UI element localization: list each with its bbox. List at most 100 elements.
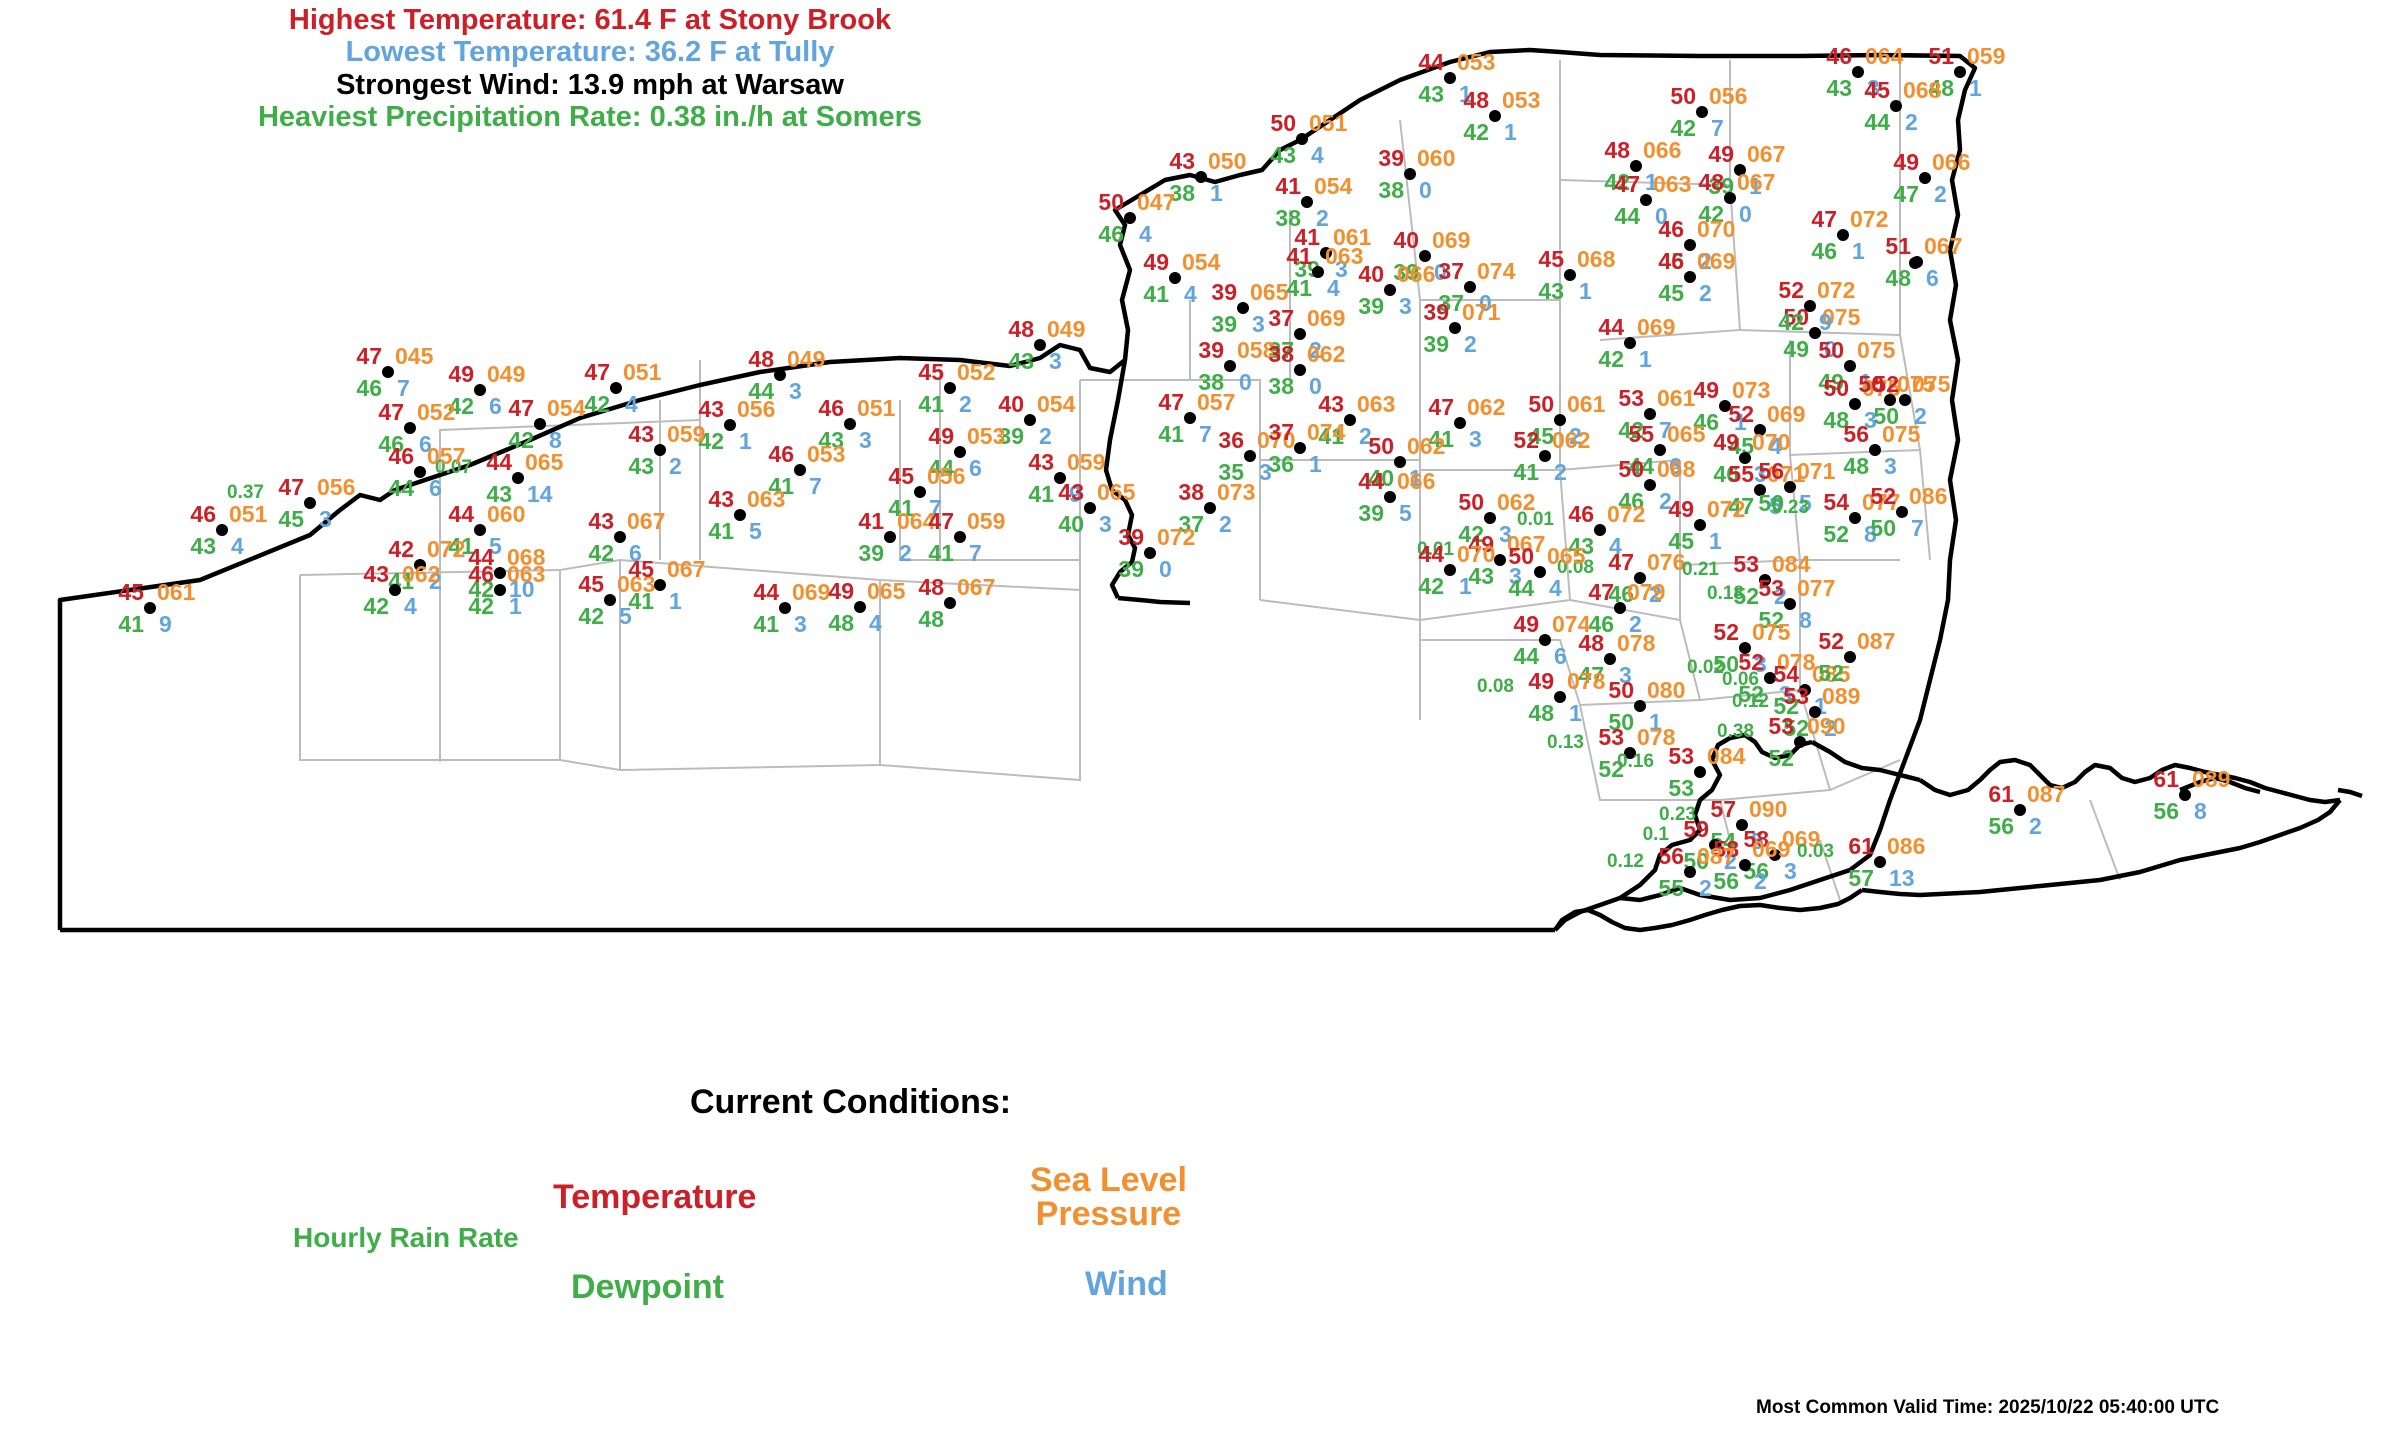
station-dot-icon xyxy=(1909,257,1921,269)
station-dot-icon xyxy=(1644,408,1656,420)
station-wind: 7 xyxy=(1711,115,1724,141)
station-rain-rate: 0.37 xyxy=(227,482,264,503)
station-wind: 1 xyxy=(669,588,682,614)
station-dot-icon xyxy=(414,466,426,478)
station-temperature: 50 xyxy=(1368,433,1394,459)
station-dot-icon xyxy=(2179,789,2191,801)
station-dewpoint: 41 xyxy=(888,495,914,521)
station-wind: 2 xyxy=(429,568,442,594)
station-wind: 3 xyxy=(1099,511,1112,537)
station-wind: 6 xyxy=(969,455,982,481)
station-pressure: 070 xyxy=(1697,216,1736,242)
station-pressure: 090 xyxy=(1807,713,1846,739)
station-wind: 3 xyxy=(794,611,807,637)
station-wind: 1 xyxy=(1569,700,1582,726)
station-dewpoint: 46 xyxy=(1618,488,1644,514)
station-pressure: 072 xyxy=(427,536,466,562)
station-dot-icon xyxy=(1444,564,1456,576)
station-rain-rate: 0.06 xyxy=(1722,669,1759,690)
station-dewpoint: 52 xyxy=(1818,660,1844,686)
station-dot-icon xyxy=(1124,212,1136,224)
station-rain-rate: 0.03 xyxy=(1797,841,1834,862)
station-dot-icon xyxy=(1237,302,1249,314)
station-dewpoint: 43 xyxy=(1418,81,1444,107)
station-pressure: 069 xyxy=(1432,227,1471,253)
station-temperature: 44 xyxy=(1418,49,1444,75)
station-pressure: 069 xyxy=(1752,836,1791,862)
station-pressure: 072 xyxy=(1607,501,1646,527)
station-rain-rate: 0.38 xyxy=(1717,721,1754,742)
station-pressure: 057 xyxy=(427,443,466,469)
station-temperature: 39 xyxy=(1198,337,1224,363)
station-temperature: 44 xyxy=(486,449,512,475)
station-wind: 8 xyxy=(549,427,562,453)
station-dewpoint: 53 xyxy=(1668,775,1694,801)
station-temperature: 48 xyxy=(1008,316,1034,342)
station-temperature: 50 xyxy=(1818,337,1844,363)
station-dewpoint: 52 xyxy=(1733,583,1759,609)
station-temperature: 45 xyxy=(118,579,144,605)
station-pressure: 067 xyxy=(1924,233,1963,259)
station-wind: 2 xyxy=(1699,248,1712,274)
station-pressure: 078 xyxy=(1637,724,1676,750)
station-dot-icon xyxy=(1696,106,1708,118)
station-dewpoint: 45 xyxy=(1668,528,1694,554)
station-dewpoint: 45 xyxy=(1728,433,1754,459)
station-dewpoint: 42 xyxy=(1618,417,1644,443)
station-dot-icon xyxy=(1724,192,1736,204)
summary-header: Highest Temperature: 61.4 F at Stony Bro… xyxy=(0,4,1180,134)
station-temperature: 46 xyxy=(1826,43,1852,69)
station-temperature: 53 xyxy=(1618,385,1644,411)
station-pressure: 075 xyxy=(1897,371,1936,397)
station-wind: 0 xyxy=(1824,336,1837,362)
station-dot-icon xyxy=(1384,284,1396,296)
station-pressure: 052 xyxy=(417,399,456,425)
station-wind: 7 xyxy=(809,473,822,499)
station-dot-icon xyxy=(604,594,616,606)
station-temperature: 44 xyxy=(468,544,494,570)
station-pressure: 068 xyxy=(507,544,546,570)
station-dot-icon xyxy=(1684,271,1696,283)
station-wind: 3 xyxy=(859,427,872,453)
station-wind: 4 xyxy=(1769,433,1782,459)
station-dewpoint: 42 xyxy=(448,393,474,419)
station-wind: 8 xyxy=(1799,607,1812,633)
station-dot-icon xyxy=(1634,700,1646,712)
station-dewpoint: 39 xyxy=(998,423,1024,449)
station-pressure: 087 xyxy=(1857,628,1896,654)
station-pressure: 068 xyxy=(1903,77,1942,103)
station-wind: 6 xyxy=(629,540,642,566)
station-dot-icon xyxy=(1034,339,1046,351)
station-wind: 1 xyxy=(1504,119,1517,145)
station-pressure: 062 xyxy=(1307,341,1346,367)
station-pressure: 072 xyxy=(1817,277,1856,303)
station-dot-icon xyxy=(1454,417,1466,429)
legend-slp-line1: Sea Level xyxy=(1030,1161,1187,1199)
valid-time-label: Most Common Valid Time: 2025/10/22 05:40… xyxy=(1756,1397,2220,1418)
station-dot-icon xyxy=(1320,247,1332,259)
station-temperature: 52 xyxy=(1873,371,1899,397)
station-temperature: 52 xyxy=(1513,427,1539,453)
station-dewpoint: 46 xyxy=(1713,461,1739,487)
station-dot-icon xyxy=(216,524,228,536)
station-dot-icon xyxy=(1554,414,1566,426)
station-temperature: 43 xyxy=(1028,449,1054,475)
station-temperature: 53 xyxy=(1768,713,1794,739)
station-temperature: 48 xyxy=(1463,87,1489,113)
station-wind: 3 xyxy=(1754,461,1767,487)
station-temperature: 57 xyxy=(1710,796,1736,822)
station-pressure: 054 xyxy=(547,395,586,421)
station-rain-rate: 0.12 xyxy=(1607,851,1644,872)
station-pressure: 068 xyxy=(1577,246,1616,272)
station-dewpoint: 48 xyxy=(1528,700,1554,726)
station-wind: 2 xyxy=(1464,331,1477,357)
station-dewpoint: 39 xyxy=(1393,259,1419,285)
station-wind: 1 xyxy=(1645,169,1658,195)
station-wind: 1 xyxy=(1709,528,1722,554)
station-pressure: 069 xyxy=(1767,401,1806,427)
station-wind: 1 xyxy=(1734,409,1747,435)
station-rain-rate: 0.08 xyxy=(1477,676,1514,697)
station-rain-rate: 0.23 xyxy=(1772,497,1809,518)
station-temperature: 44 xyxy=(1358,468,1384,494)
station-temperature: 36 xyxy=(1218,427,1244,453)
